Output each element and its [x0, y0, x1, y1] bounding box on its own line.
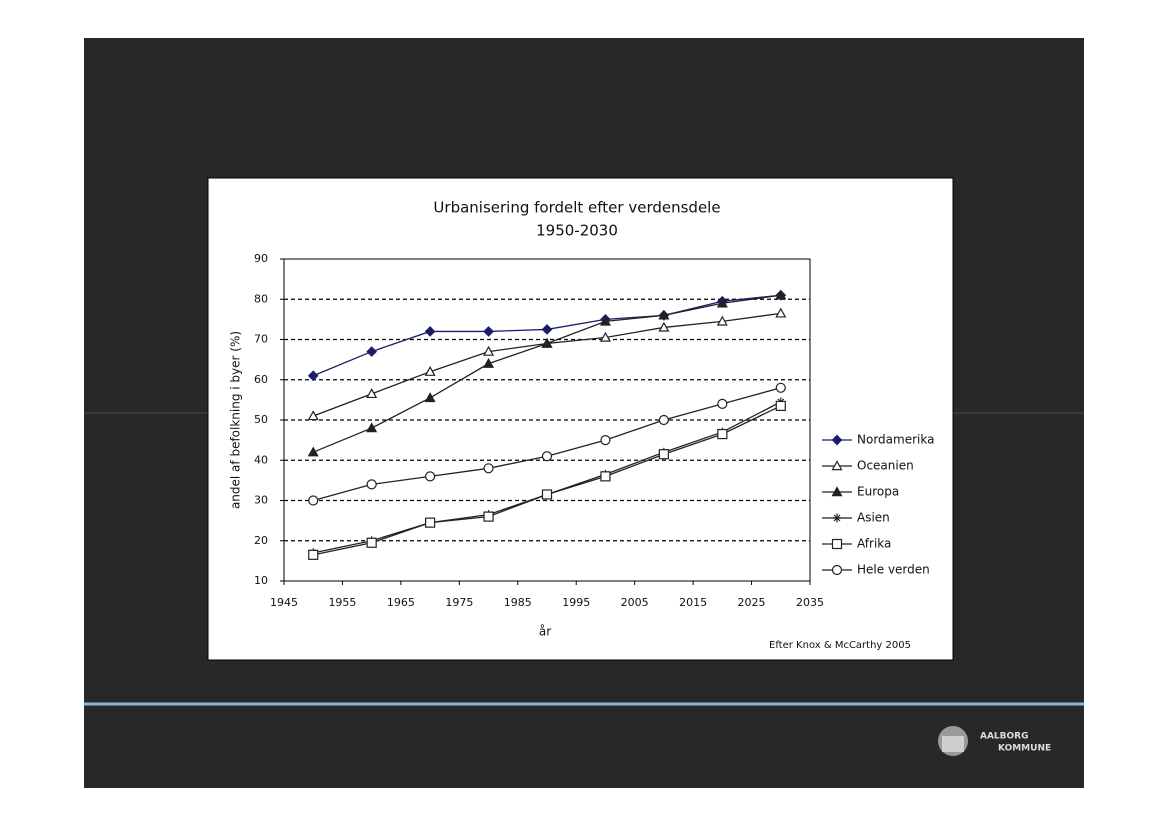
x-tick-label: 1975	[445, 596, 473, 609]
marker	[541, 337, 553, 348]
marker	[307, 370, 319, 382]
marker	[425, 517, 436, 528]
marker	[831, 460, 843, 471]
marker	[541, 451, 553, 462]
x-tick-label: 1965	[387, 596, 415, 609]
y-tick-label: 20	[254, 534, 268, 547]
marker	[307, 446, 319, 457]
marker	[658, 309, 670, 320]
marker	[599, 315, 611, 326]
marker	[425, 471, 436, 482]
marker	[366, 388, 378, 399]
marker	[716, 297, 728, 308]
y-tick-label: 90	[254, 252, 268, 265]
marker	[717, 398, 728, 409]
marker	[775, 289, 787, 300]
marker	[658, 414, 669, 426]
marker	[658, 321, 670, 332]
y-tick-label: 80	[254, 292, 268, 305]
marker	[483, 326, 494, 337]
y-axis-label: andel af befolkning i byer (%)	[229, 331, 243, 509]
marker	[483, 463, 494, 474]
y-tick-label: 30	[254, 494, 268, 507]
marker	[366, 346, 378, 357]
y-tick-label: 60	[254, 373, 268, 386]
marker	[483, 357, 495, 368]
marker	[716, 315, 728, 326]
marker	[366, 422, 378, 433]
x-tick-label: 2005	[621, 596, 649, 609]
legend-label: Oceanien	[857, 459, 914, 473]
y-tick-label: 40	[254, 453, 268, 466]
marker	[831, 434, 843, 446]
marker	[831, 538, 843, 550]
x-tick-label: 2015	[679, 596, 707, 609]
chart-frame	[207, 177, 954, 661]
marker	[775, 307, 787, 318]
marker	[308, 549, 319, 560]
marker	[599, 331, 611, 342]
marker	[831, 486, 843, 497]
x-tick-label: 1945	[270, 596, 298, 609]
marker	[308, 495, 319, 506]
marker	[717, 428, 728, 440]
x-tick-label: 1955	[328, 596, 356, 609]
x-tick-label: 2035	[796, 596, 824, 609]
marker	[424, 365, 436, 376]
x-tick-label: 1995	[562, 596, 590, 609]
y-tick-label: 70	[254, 333, 268, 346]
marker	[832, 513, 842, 523]
marker	[775, 400, 786, 412]
chart-title: Urbanisering fordelt efter verdensdele	[433, 199, 720, 217]
marker	[658, 449, 669, 460]
logo-emblem	[942, 736, 964, 752]
marker	[775, 382, 786, 393]
marker	[541, 324, 553, 335]
legend-label: Hele verden	[857, 563, 930, 577]
legend-label: Nordamerika	[857, 433, 934, 447]
marker	[307, 410, 319, 421]
marker	[831, 564, 843, 576]
marker	[483, 345, 495, 356]
marker	[600, 435, 611, 446]
marker	[424, 326, 436, 337]
logo-text: AALBORG	[980, 732, 1029, 742]
chart-subtitle: 1950-2030	[536, 222, 618, 240]
legend-label: Asien	[857, 511, 890, 525]
y-tick-label: 10	[254, 574, 268, 587]
marker	[424, 392, 436, 403]
marker	[483, 511, 494, 522]
y-tick-label: 50	[254, 413, 268, 426]
logo-text: KOMMUNE	[998, 744, 1051, 754]
marker	[541, 489, 553, 500]
x-axis-label: år	[539, 625, 551, 639]
marker	[366, 479, 377, 490]
x-tick-label: 1985	[504, 596, 532, 609]
logo: AALBORG KOMMUNE	[938, 726, 1051, 756]
legend-label: Afrika	[857, 537, 891, 551]
marker	[600, 471, 611, 482]
source: Efter Knox & McCarthy 2005	[769, 640, 911, 651]
legend-label: Europa	[857, 485, 899, 499]
x-tick-label: 2025	[738, 596, 766, 609]
marker	[366, 537, 377, 548]
